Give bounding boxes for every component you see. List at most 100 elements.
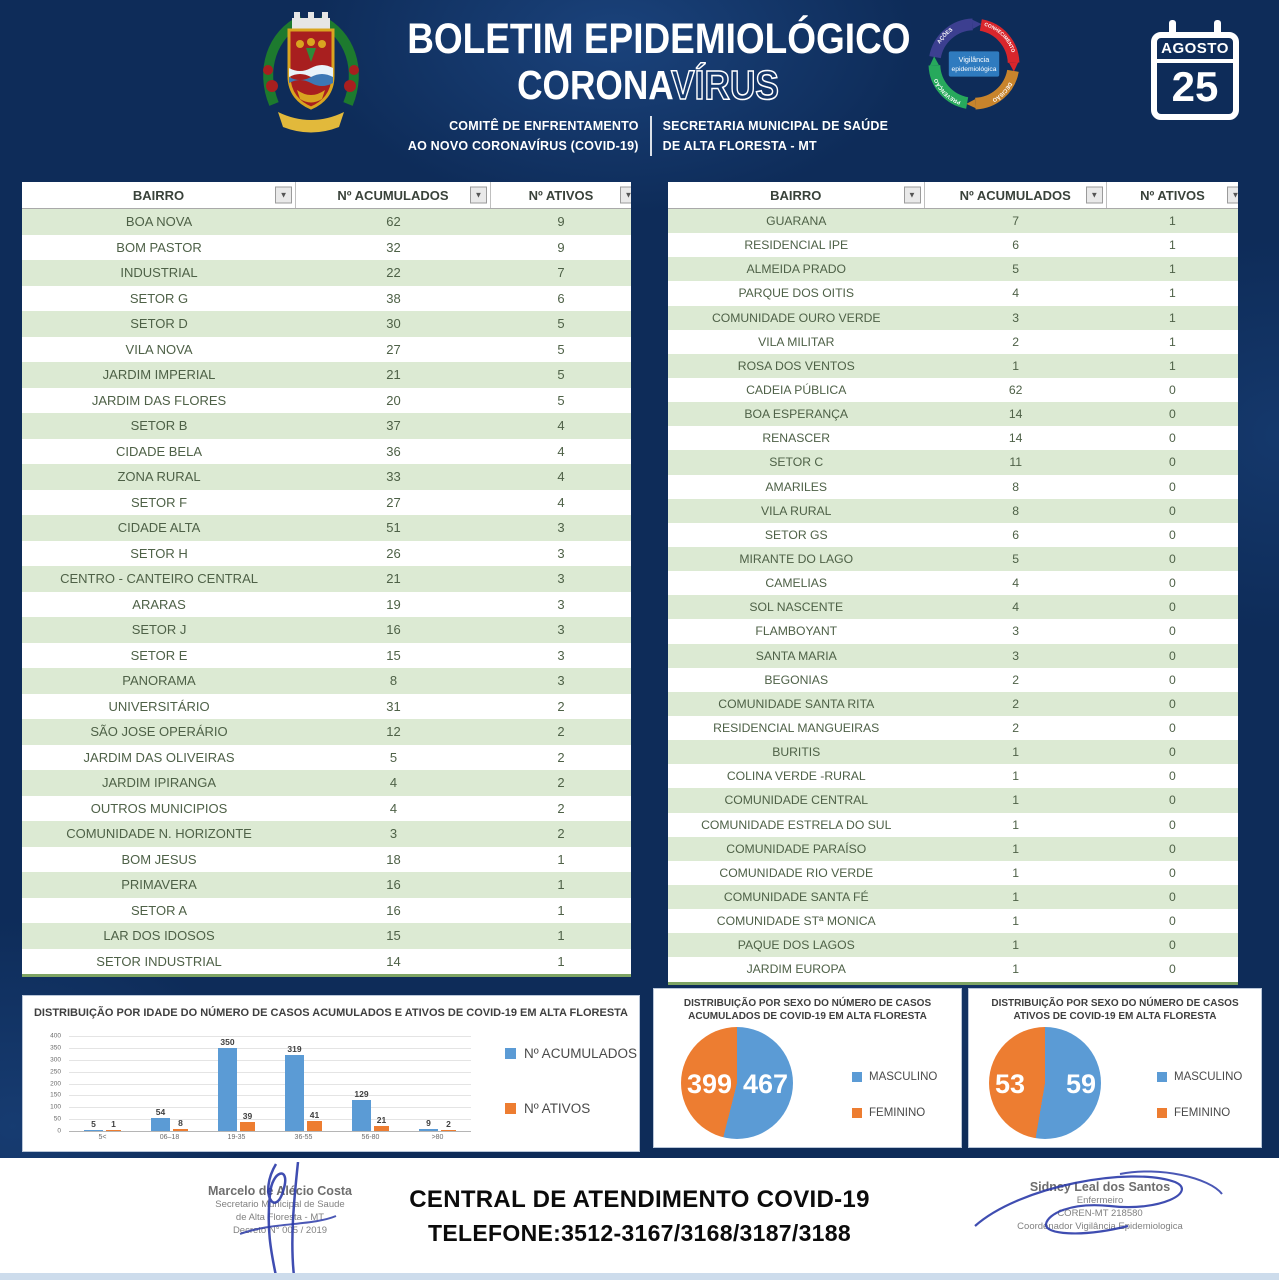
signature-role-line: de Alta Floresta - MT — [235, 1212, 325, 1223]
table-row: INDUSTRIAL 22 7 — [22, 260, 631, 286]
calendar-hanger-right — [1214, 20, 1221, 35]
legend-item-masculino: MASCULINO — [852, 1071, 937, 1083]
bar-ativos — [240, 1121, 255, 1131]
bar-acumulados — [419, 1128, 438, 1131]
legend-swatch-orange — [1157, 1108, 1167, 1118]
bar-acumulados — [84, 1129, 103, 1131]
bar-value-label: 319 — [287, 1044, 302, 1055]
table-row: SETOR INDUSTRIAL 14 1 — [22, 948, 631, 974]
bar-xaxis: 5< 06–18 19-35 36-55 56-80 >80 — [69, 1134, 471, 1141]
table-row: CENTRO - CANTEIRO CENTRAL 21 3 — [22, 566, 631, 592]
table-row: BURITIS 1 0 — [668, 740, 1238, 765]
col-header-acumulados: Nº ACUMULADOS — [337, 187, 449, 203]
bar-value-label: 350 — [220, 1036, 235, 1047]
table-row: ROSA DOS VENTOS 1 1 — [668, 353, 1238, 378]
subtitle-left-line1: COMITÊ DE ENFRENTAMENTO — [449, 119, 639, 133]
table-row: COMUNIDADE N. HORIZONTE 3 2 — [22, 821, 631, 847]
table-row: UNIVERSITÁRIO 31 2 — [22, 693, 631, 719]
legend-item-ativos: Nº ATIVOS — [505, 1101, 637, 1116]
legend-swatch-blue — [1157, 1072, 1167, 1082]
filter-dropdown-icon[interactable]: ▼ — [903, 186, 921, 204]
bar-ativos — [374, 1126, 389, 1131]
filter-dropdown-icon[interactable]: ▼ — [1085, 186, 1103, 204]
table-row: PANORAMA 8 3 — [22, 668, 631, 694]
filter-dropdown-icon[interactable]: ▼ — [469, 186, 487, 204]
bar-value-label: 5 — [91, 1118, 96, 1129]
table-row: OUTROS MUNICIPIOS 4 2 — [22, 795, 631, 821]
bar-groups: 5 1 54 8 350 39 319 41 129 21 9 2 — [69, 1036, 471, 1131]
table-row: ALMEIDA PRADO 5 1 — [668, 257, 1238, 282]
table-row: SÃO JOSE OPERÁRIO 12 2 — [22, 719, 631, 745]
pie-value-feminino: 53 — [995, 1069, 1026, 1099]
legend-item-masculino: MASCULINO — [1157, 1071, 1242, 1083]
signature-role-line: Decreto N° 005 / 2019 — [232, 1225, 328, 1236]
filter-dropdown-icon[interactable]: ▼ — [1226, 186, 1238, 204]
calendar-day: 25 — [1171, 62, 1219, 110]
bar-value-label: 21 — [376, 1115, 387, 1126]
table-row: JARDIM IPIRANGA 4 2 — [22, 770, 631, 796]
table-header-row: BAIRRO ▼ Nº ACUMULADOS ▼ Nº ATIVOS ▼ — [668, 182, 1238, 209]
bar-value-label: 2 — [446, 1119, 451, 1129]
table-body: GUARANA 7 1 RESIDENCIAL IPE 6 1 ALMEIDA PRADO 5… — [668, 209, 1238, 982]
table-row: COMUNIDADE STª MONICA 1 0 — [668, 909, 1238, 934]
bar-group: 54 8 — [136, 1036, 203, 1131]
table-row: COMUNIDADE ESTRELA DO SUL 1 0 — [668, 812, 1238, 837]
col-header-ativos: Nº ATIVOS — [1140, 187, 1205, 203]
filter-dropdown-icon[interactable]: ▼ — [619, 186, 631, 204]
bar-ativos — [441, 1130, 456, 1131]
table-row: COMUNIDADE SANTA FÉ 1 0 — [668, 884, 1238, 910]
bar-value-label: 39 — [242, 1110, 253, 1121]
table-header-row: BAIRRO ▼ Nº ACUMULADOS ▼ Nº ATIVOS ▼ — [22, 182, 631, 209]
col-header-bairro: BAIRRO — [770, 187, 822, 203]
signature-name: Marcelo de Alécio Costa — [207, 1184, 353, 1198]
table-row: VILA NOVA 27 5 — [22, 336, 631, 362]
table-row: JARDIM DAS OLIVEIRAS 5 2 — [22, 744, 631, 770]
table-row: COMUNIDADE RIO VERDE 1 0 — [668, 860, 1238, 885]
signature-role-line: Enfermeiro — [1076, 1195, 1124, 1206]
table-row: LAR DOS IDOSOS 15 1 — [22, 923, 631, 949]
footer: Marcelo de Alécio Costa Secretario Munic… — [0, 1158, 1279, 1280]
sex-distribution-accumulated-pie-chart: DISTRIBUIÇÃO POR SEXO DO NÚMERO DE CASOS… — [653, 988, 962, 1148]
table-row: COLINA VERDE -RURAL 1 0 — [668, 764, 1238, 789]
table-row: JARDIM DAS FLORES 20 5 — [22, 387, 631, 413]
table-row: CIDADE BELA 36 4 — [22, 438, 631, 464]
table-row: BOM JESUS 18 1 — [22, 846, 631, 872]
legend-swatch-orange — [852, 1108, 862, 1118]
table-row: COMUNIDADE OURO VERDE 3 1 — [668, 305, 1238, 330]
bar-value-label: 41 — [309, 1110, 320, 1121]
table-row: FLAMBOYANT 3 0 — [668, 619, 1238, 644]
age-distribution-bar-chart: DISTRIBUIÇÃO POR IDADE DO NÚMERO DE CASO… — [22, 995, 640, 1152]
subtitle-right-line1: SECRETARIA MUNICIPAL DE SAÚDE — [662, 119, 889, 133]
bar-value-label: 9 — [426, 1117, 431, 1128]
table-row: COMUNIDADE PARAÍSO 1 0 — [668, 836, 1238, 861]
legend-swatch-blue — [852, 1072, 862, 1082]
table-row: COMUNIDADE CENTRAL 1 0 — [668, 788, 1238, 813]
pie-legend: MASCULINO FEMININO — [852, 1071, 937, 1143]
table-row: ZONA RURAL 33 4 — [22, 464, 631, 490]
cycle-center-line1: Vigilância — [959, 55, 990, 64]
bar-value-label: 1 — [111, 1119, 116, 1129]
table-row: SETOR D 30 5 — [22, 311, 631, 337]
filter-dropdown-icon[interactable]: ▼ — [275, 186, 293, 204]
bar-acumulados — [285, 1055, 304, 1131]
table-row: SETOR H 26 3 — [22, 540, 631, 566]
subtitle-divider — [649, 116, 652, 156]
hotline-phone-numbers: TELEFONE:3512-3167/3168/3187/3188 — [428, 1220, 851, 1246]
bar-category-label: 19-35 — [227, 1134, 246, 1141]
bar-category-label: 06–18 — [159, 1134, 180, 1141]
table-row: GUARANA 7 1 — [668, 209, 1238, 234]
covid-hotline-block: CENTRAL DE ATENDIMENTO COVID-19 TELEFONE… — [409, 1186, 869, 1247]
page-title: BOLETIM EPIDEMIOLÓGICO — [407, 15, 911, 63]
bar-value-label: 54 — [155, 1107, 166, 1118]
vigilancia-cycle-logo: AÇÕES CONHECIMENTO DECISÃO PREVENÇÃO Vig… — [928, 18, 1020, 110]
sex-distribution-active-pie-chart: DISTRIBUIÇÃO POR SEXO DO NÚMERO DE CASOS… — [968, 988, 1262, 1148]
bar-group: 319 41 — [270, 1036, 337, 1131]
bar-plot — [69, 1036, 471, 1132]
table-row: MIRANTE DO LAGO 5 0 — [668, 546, 1238, 572]
table-row: VILA MILITAR 2 1 — [668, 329, 1238, 354]
bar-acumulados — [352, 1100, 371, 1131]
bar-value-label: 129 — [354, 1089, 369, 1100]
bairros-table-left: BAIRRO ▼ Nº ACUMULADOS ▼ Nº ATIVOS ▼ BOA… — [22, 182, 631, 977]
